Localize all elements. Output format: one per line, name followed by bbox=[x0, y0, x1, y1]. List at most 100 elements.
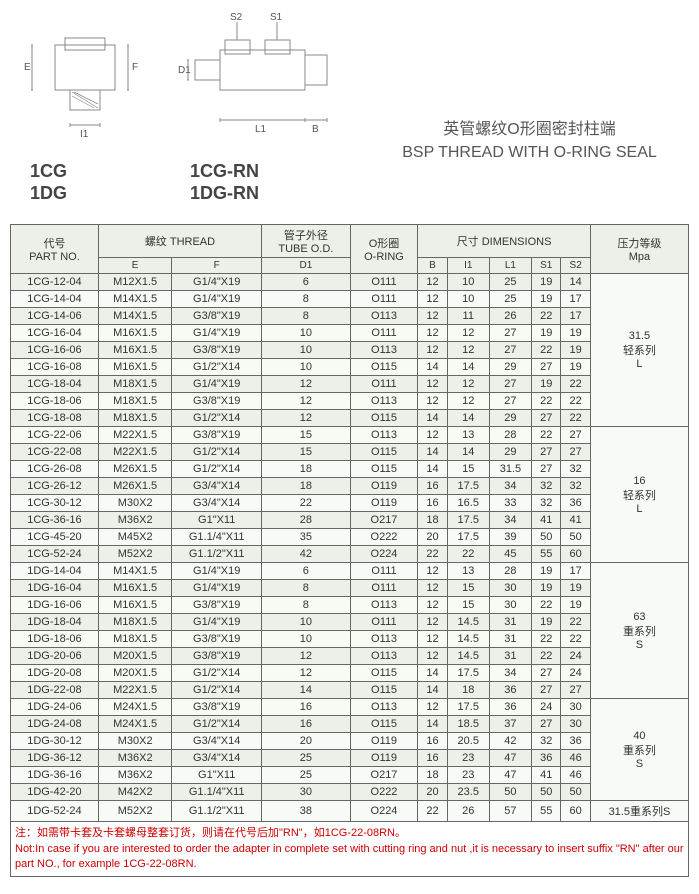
cell-D1: 10 bbox=[262, 631, 351, 648]
cell-O: O111 bbox=[350, 614, 418, 631]
cell-O: O115 bbox=[350, 444, 418, 461]
cell-D1: 10 bbox=[262, 325, 351, 342]
table-row: 1DG-42-20M42X2G1.1/4"X1130O2222023.55050… bbox=[11, 784, 689, 801]
cell-O: O113 bbox=[350, 648, 418, 665]
cell-O: O222 bbox=[350, 784, 418, 801]
cell-O: O113 bbox=[350, 308, 418, 325]
spec-table: 代号 PART NO. 螺纹 THREAD 管子外径 TUBE O.D. O形圈… bbox=[10, 224, 689, 822]
header-partno: 代号 PART NO. bbox=[11, 225, 99, 274]
cell-D1: 28 bbox=[262, 512, 351, 529]
cell-D1: 12 bbox=[262, 648, 351, 665]
cell-B: 12 bbox=[418, 597, 447, 614]
cell-S2: 36 bbox=[561, 495, 590, 512]
cell-S2: 17 bbox=[561, 308, 590, 325]
table-row: 1CG-45-20M45X2G1.1/4"X1135O2222017.53950… bbox=[11, 529, 689, 546]
footnote-en: Not:In case if you are interested to ord… bbox=[15, 842, 684, 873]
cell-S1: 19 bbox=[532, 614, 561, 631]
cell-B: 20 bbox=[418, 529, 447, 546]
cell-S1: 41 bbox=[532, 767, 561, 784]
cell-I1: 14 bbox=[447, 410, 489, 427]
cell-L1: 31 bbox=[489, 631, 531, 648]
cell-S2: 46 bbox=[561, 750, 590, 767]
table-row: 1DG-14-04M14X1.5G1/4"X196O11112132819176… bbox=[11, 563, 689, 580]
cell-pn: 1CG-26-12 bbox=[11, 478, 99, 495]
cell-I1: 26 bbox=[447, 801, 489, 822]
svg-text:I1: I1 bbox=[80, 129, 89, 140]
cell-D1: 18 bbox=[262, 461, 351, 478]
cell-L1: 30 bbox=[489, 597, 531, 614]
cell-B: 14 bbox=[418, 444, 447, 461]
cell-pn: 1DG-36-12 bbox=[11, 750, 99, 767]
table-row: 1CG-30-12M30X2G3/4"X1422O1191616.5333236 bbox=[11, 495, 689, 512]
cell-L1: 27 bbox=[489, 325, 531, 342]
cell-F: G3/8"X19 bbox=[172, 597, 262, 614]
cell-E: M36X2 bbox=[98, 750, 171, 767]
cell-B: 12 bbox=[418, 291, 447, 308]
cell-I1: 11 bbox=[447, 308, 489, 325]
cell-pn: 1CG-16-06 bbox=[11, 342, 99, 359]
diagram-1cg-1dg: E F I1 bbox=[10, 10, 150, 150]
cell-pn: 1CG-36-16 bbox=[11, 512, 99, 529]
header-S1: S1 bbox=[532, 258, 561, 274]
cell-E: M16X1.5 bbox=[98, 359, 171, 376]
cell-S2: 19 bbox=[561, 597, 590, 614]
diagram-right-block: D1 S2 S1 L1 B 1CG-RN 1DG-RN bbox=[170, 10, 350, 204]
cell-pn: 1DG-16-04 bbox=[11, 580, 99, 597]
cell-L1: 33 bbox=[489, 495, 531, 512]
cell-F: G3/8"X19 bbox=[172, 631, 262, 648]
cell-B: 14 bbox=[418, 359, 447, 376]
cell-D1: 18 bbox=[262, 478, 351, 495]
cell-L1: 31 bbox=[489, 648, 531, 665]
cell-S2: 27 bbox=[561, 427, 590, 444]
cell-pn: 1CG-22-08 bbox=[11, 444, 99, 461]
cell-E: M18X1.5 bbox=[98, 376, 171, 393]
cell-D1: 25 bbox=[262, 767, 351, 784]
cell-O: O115 bbox=[350, 665, 418, 682]
table-row: 1DG-52-24M52X2G1.1/2"X1138O2242226575560… bbox=[11, 801, 689, 822]
cell-B: 14 bbox=[418, 665, 447, 682]
table-row: 1DG-36-12M36X2G3/4"X1425O1191623473646 bbox=[11, 750, 689, 767]
table-row: 1CG-16-04M16X1.5G1/4"X1910O1111212271919 bbox=[11, 325, 689, 342]
cell-D1: 25 bbox=[262, 750, 351, 767]
cell-S1: 22 bbox=[532, 597, 561, 614]
cell-S2: 32 bbox=[561, 461, 590, 478]
cell-O: O224 bbox=[350, 546, 418, 563]
cell-O: O224 bbox=[350, 801, 418, 822]
cell-L1: 27 bbox=[489, 342, 531, 359]
cell-D1: 12 bbox=[262, 410, 351, 427]
table-row: 1DG-16-06M16X1.5G3/8"X198O1131215302219 bbox=[11, 597, 689, 614]
cell-F: G1/4"X19 bbox=[172, 291, 262, 308]
cell-O: O119 bbox=[350, 495, 418, 512]
cell-S1: 32 bbox=[532, 733, 561, 750]
cell-F: G1/4"X19 bbox=[172, 325, 262, 342]
table-row: 1DG-16-04M16X1.5G1/4"X198O1111215301919 bbox=[11, 580, 689, 597]
cell-O: O222 bbox=[350, 529, 418, 546]
cell-O: O217 bbox=[350, 512, 418, 529]
title-en: BSP THREAD WITH O-RING SEAL bbox=[370, 143, 689, 164]
diagram-left-label: 1CG 1DG bbox=[30, 161, 150, 204]
table-row: 1CG-16-08M16X1.5G1/2"X1410O1151414292719 bbox=[11, 359, 689, 376]
header-tubeod: 管子外径 TUBE O.D. bbox=[262, 225, 351, 258]
cell-pn: 1DG-20-06 bbox=[11, 648, 99, 665]
cell-D1: 10 bbox=[262, 359, 351, 376]
cell-pn: 1CG-12-04 bbox=[11, 274, 99, 291]
cell-S1: 19 bbox=[532, 563, 561, 580]
table-row: 1CG-18-06M18X1.5G3/8"X1912O1131212272222 bbox=[11, 393, 689, 410]
cell-L1: 26 bbox=[489, 308, 531, 325]
cell-F: G3/8"X19 bbox=[172, 308, 262, 325]
table-row: 1CG-12-04M12X1.5G1/4"X196O11112102519143… bbox=[11, 274, 689, 291]
cell-I1: 12 bbox=[447, 393, 489, 410]
cell-D1: 35 bbox=[262, 529, 351, 546]
cell-O: O111 bbox=[350, 580, 418, 597]
svg-text:D1: D1 bbox=[178, 65, 191, 76]
table-row: 1CG-26-12M26X1.5G3/4"X1418O1191617.53432… bbox=[11, 478, 689, 495]
header-thread: 螺纹 THREAD bbox=[98, 225, 261, 258]
cell-pn: 1CG-18-04 bbox=[11, 376, 99, 393]
cell-B: 12 bbox=[418, 308, 447, 325]
pressure-rating-cell: 31.5重系列S bbox=[590, 801, 688, 822]
header-pressure: 压力等级 Mpa bbox=[590, 225, 688, 274]
cell-D1: 12 bbox=[262, 376, 351, 393]
cell-I1: 15 bbox=[447, 580, 489, 597]
cell-S2: 27 bbox=[561, 444, 590, 461]
cell-I1: 12 bbox=[447, 376, 489, 393]
